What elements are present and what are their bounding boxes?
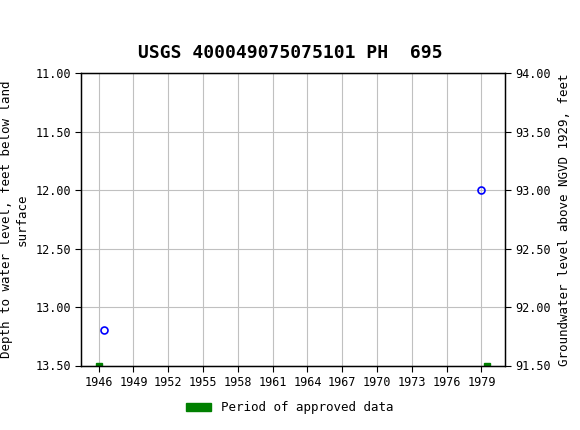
Legend: Period of approved data: Period of approved data <box>181 396 399 419</box>
Text: USGS 400049075075101 PH  695: USGS 400049075075101 PH 695 <box>138 44 442 62</box>
Text: █USGS: █USGS <box>17 15 76 37</box>
Y-axis label: Groundwater level above NGVD 1929, feet: Groundwater level above NGVD 1929, feet <box>557 73 571 366</box>
Y-axis label: Depth to water level, feet below land
surface: Depth to water level, feet below land su… <box>0 80 28 358</box>
